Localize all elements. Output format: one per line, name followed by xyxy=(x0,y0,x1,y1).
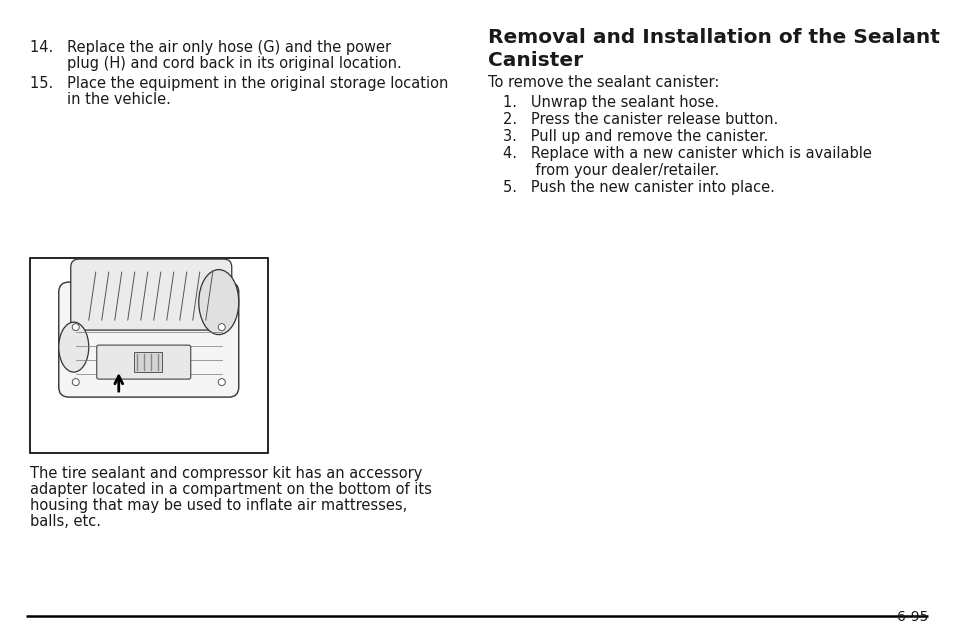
Text: To remove the sealant canister:: To remove the sealant canister: xyxy=(488,75,719,90)
Text: 15.   Place the equipment in the original storage location: 15. Place the equipment in the original … xyxy=(30,76,448,91)
Bar xyxy=(133,352,162,372)
FancyBboxPatch shape xyxy=(96,345,191,379)
Text: plug (H) and cord back in its original location.: plug (H) and cord back in its original l… xyxy=(30,56,401,71)
Text: in the vehicle.: in the vehicle. xyxy=(30,92,171,107)
Circle shape xyxy=(218,323,225,330)
Text: The tire sealant and compressor kit has an accessory: The tire sealant and compressor kit has … xyxy=(30,466,422,481)
Text: 4.   Replace with a new canister which is available: 4. Replace with a new canister which is … xyxy=(502,146,871,161)
Circle shape xyxy=(72,323,79,330)
Text: balls, etc.: balls, etc. xyxy=(30,514,101,529)
Text: adapter located in a compartment on the bottom of its: adapter located in a compartment on the … xyxy=(30,482,432,497)
FancyBboxPatch shape xyxy=(71,259,232,330)
Text: 1.   Unwrap the sealant hose.: 1. Unwrap the sealant hose. xyxy=(502,95,719,110)
Text: Removal and Installation of the Sealant: Removal and Installation of the Sealant xyxy=(488,28,939,47)
Ellipse shape xyxy=(198,270,238,334)
Text: 14.   Replace the air only hose (G) and the power: 14. Replace the air only hose (G) and th… xyxy=(30,40,391,55)
Text: 6-95: 6-95 xyxy=(896,610,927,624)
Ellipse shape xyxy=(59,322,89,372)
Circle shape xyxy=(72,378,79,385)
Text: 2.   Press the canister release button.: 2. Press the canister release button. xyxy=(502,112,778,127)
Text: housing that may be used to inflate air mattresses,: housing that may be used to inflate air … xyxy=(30,498,407,513)
Text: 3.   Pull up and remove the canister.: 3. Pull up and remove the canister. xyxy=(502,129,767,144)
FancyBboxPatch shape xyxy=(59,282,238,397)
Text: Canister: Canister xyxy=(488,51,582,70)
Circle shape xyxy=(218,378,225,385)
Text: 5.   Push the new canister into place.: 5. Push the new canister into place. xyxy=(502,180,774,195)
Bar xyxy=(30,258,268,453)
Text: from your dealer/retailer.: from your dealer/retailer. xyxy=(502,163,719,178)
